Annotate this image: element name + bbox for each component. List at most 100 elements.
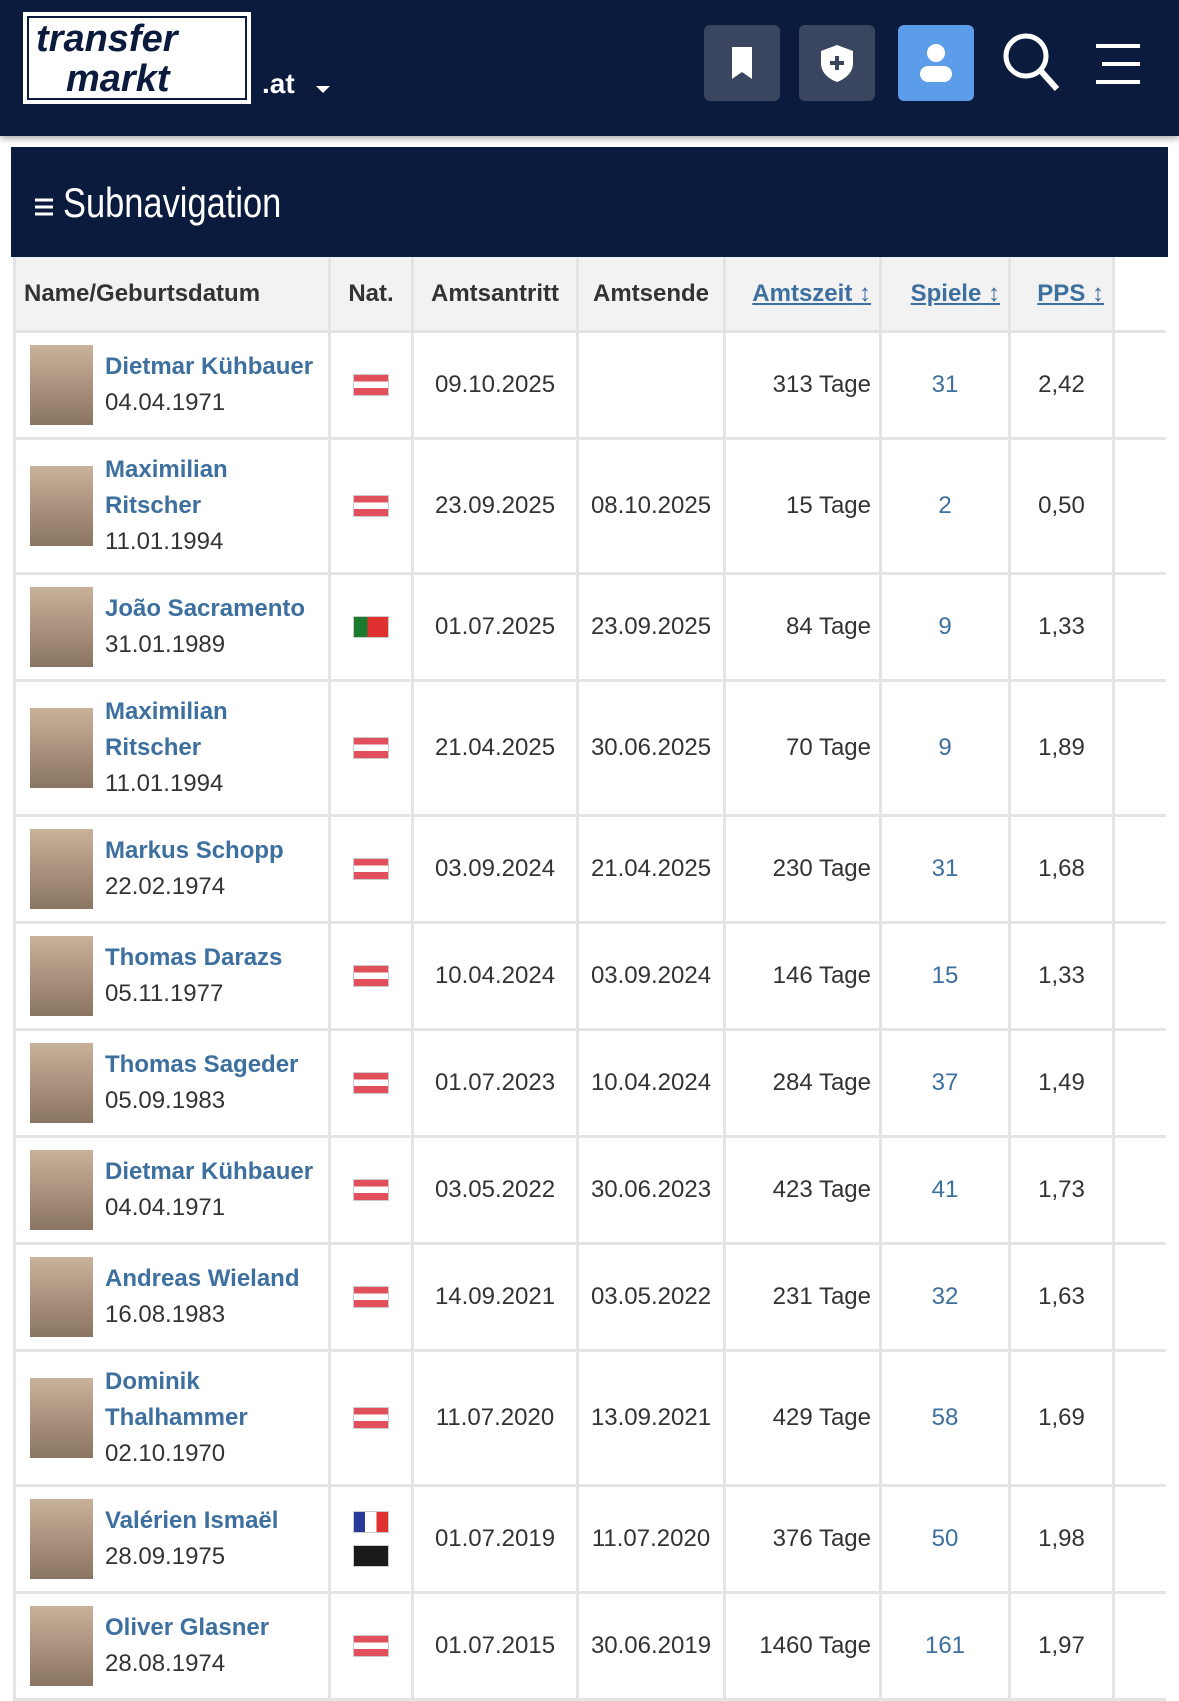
games[interactable]: 32: [931, 1283, 959, 1310]
coach-photo: [30, 466, 93, 546]
coach-name[interactable]: Oliver Glasner: [105, 1614, 270, 1641]
cell: 1,33: [1011, 924, 1115, 1028]
cell: 84 Tage: [726, 575, 882, 679]
coach-photo: [30, 1499, 93, 1579]
cell: 1,89: [1011, 682, 1115, 814]
search-button[interactable]: [1000, 30, 1062, 96]
coach-name[interactable]: Dominik Thalhammer: [105, 1368, 248, 1431]
games[interactable]: 9: [938, 613, 952, 640]
coach-row: Maximilian Ritscher 11.01.1994 21.04.2025 3…: [13, 682, 1166, 817]
header-cell: Name/Geburtsdatum: [13, 257, 331, 330]
domain-select[interactable]: .at: [262, 68, 295, 99]
flag: [353, 1407, 389, 1429]
column-header[interactable]: Spiele: [910, 279, 982, 307]
coach-row: Valérien Ismaël 28.09.1975 01.07.2019 11.07…: [13, 1487, 1166, 1594]
cell: Andreas Wieland 16.08.1983: [13, 1245, 331, 1349]
birth-date: 31.01.1989: [105, 631, 226, 658]
column-header: Amtsende: [592, 279, 710, 307]
profile-button[interactable]: [898, 25, 974, 101]
cell: 10.04.2024: [579, 1031, 726, 1135]
games[interactable]: 2: [938, 492, 952, 519]
column-header[interactable]: PPS: [1037, 279, 1086, 307]
cell: 03.09.2024: [414, 817, 579, 921]
flag: [353, 374, 389, 396]
coach-name[interactable]: Maximilian Ritscher: [105, 698, 228, 761]
games[interactable]: 31: [931, 855, 959, 882]
coach-row: Oliver Glasner 28.08.1974 01.07.2015 30.06.…: [13, 1594, 1166, 1701]
top-bar: transfer markt .at: [0, 0, 1179, 136]
cell: Thomas Sageder 05.09.1983: [13, 1031, 331, 1135]
coach-name[interactable]: Thomas Darazs: [105, 944, 283, 971]
header-cell[interactable]: Amtszeit ↕: [726, 257, 882, 330]
points-per-game: 1,33: [1038, 613, 1085, 640]
name-box: Markus Schopp 22.02.1974: [105, 833, 315, 905]
cell: 2: [882, 440, 1011, 572]
column-header: Amtsantritt: [430, 279, 559, 307]
header-cell[interactable]: Spiele ↕: [882, 257, 1011, 330]
subnavigation[interactable]: Subnavigation: [11, 147, 1168, 257]
cell: 30.06.2019: [579, 1594, 726, 1698]
cell: [331, 1031, 414, 1135]
coach-photo: [30, 587, 93, 667]
games[interactable]: 15: [931, 962, 959, 989]
games[interactable]: 31: [931, 371, 959, 398]
coach-row: João Sacramento 31.01.1989 01.07.2025 23.09…: [13, 575, 1166, 682]
cell: [579, 333, 726, 437]
coach-row: Andreas Wieland 16.08.1983 14.09.2021 03.05…: [13, 1245, 1166, 1352]
logo[interactable]: transfer markt: [23, 12, 251, 104]
games[interactable]: 9: [938, 734, 952, 761]
menu-button[interactable]: [1094, 42, 1142, 86]
sort-icon[interactable]: ↕: [1085, 279, 1104, 307]
tenure: 284 Tage: [772, 1069, 871, 1096]
start-date: 09.10.2025: [434, 371, 556, 398]
games[interactable]: 50: [931, 1525, 959, 1552]
name-box: João Sacramento 31.01.1989: [105, 591, 315, 663]
coach-name[interactable]: Andreas Wieland: [105, 1265, 300, 1292]
sort-icon[interactable]: ↕: [981, 279, 1000, 307]
coach-photo: [30, 829, 93, 909]
birth-date: 22.02.1974: [105, 873, 226, 900]
tenure: 429 Tage: [772, 1404, 871, 1431]
coach-name[interactable]: João Sacramento: [105, 595, 306, 622]
coach-name[interactable]: Valérien Ismaël: [105, 1507, 279, 1534]
birth-date: 16.08.1983: [105, 1301, 226, 1328]
start-date: 03.05.2022: [434, 1176, 556, 1203]
logo-text: markt: [66, 58, 170, 100]
cell: 37: [882, 1031, 1011, 1135]
column-header: Nat.: [348, 279, 394, 307]
coach-name[interactable]: Maximilian Ritscher: [105, 456, 228, 519]
start-date: 14.09.2021: [434, 1283, 556, 1310]
name-box: Dominik Thalhammer 02.10.1970: [105, 1364, 315, 1472]
cell: 376 Tage: [726, 1487, 882, 1591]
sort-icon[interactable]: ↕: [852, 279, 871, 307]
cell: 429 Tage: [726, 1352, 882, 1484]
points-per-game: 1,68: [1038, 855, 1085, 882]
games[interactable]: 161: [924, 1632, 966, 1659]
subnavigation-title: Subnavigation: [63, 179, 282, 226]
logo-text: transfer: [36, 18, 178, 60]
coach-name[interactable]: Thomas Sageder: [105, 1051, 299, 1078]
cell: Maximilian Ritscher 11.01.1994: [13, 682, 331, 814]
games[interactable]: 58: [931, 1404, 959, 1431]
cell: [331, 440, 414, 572]
end-date: 30.06.2023: [590, 1176, 712, 1203]
cell: 03.05.2022: [579, 1245, 726, 1349]
cell: 23.09.2025: [414, 440, 579, 572]
games[interactable]: 37: [931, 1069, 959, 1096]
start-date: 01.07.2025: [434, 613, 556, 640]
coach-photo: [30, 708, 93, 788]
club-button[interactable]: [799, 25, 875, 101]
tenure: 231 Tage: [772, 1283, 871, 1310]
cell: [331, 1138, 414, 1242]
birth-date: 04.04.1971: [105, 1194, 226, 1221]
column-header[interactable]: Amtszeit: [752, 279, 853, 307]
cell: 11.07.2020: [579, 1487, 726, 1591]
coach-name[interactable]: Markus Schopp: [105, 837, 284, 864]
bookmark-button[interactable]: [704, 25, 780, 101]
cell: 30.06.2023: [579, 1138, 726, 1242]
coach-name[interactable]: Dietmar Kühbauer: [105, 353, 314, 380]
coach-name[interactable]: Dietmar Kühbauer: [105, 1158, 314, 1185]
games[interactable]: 41: [931, 1176, 959, 1203]
cell: 23.09.2025: [579, 575, 726, 679]
header-cell[interactable]: PPS ↕: [1011, 257, 1115, 330]
